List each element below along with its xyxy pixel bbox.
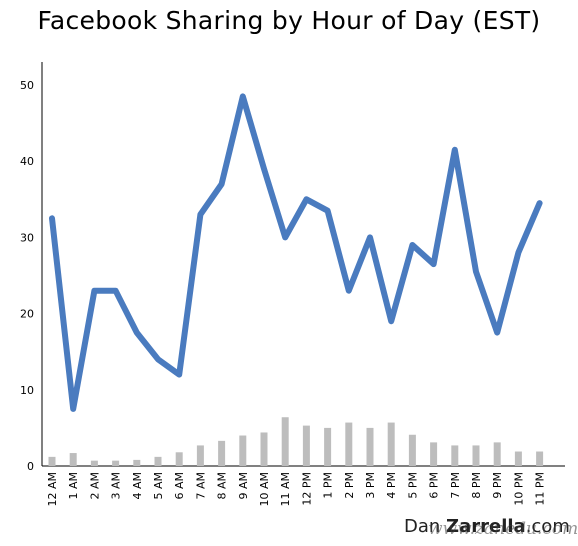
bar-mark (430, 442, 438, 466)
x-tick-label: 10 PM (512, 472, 525, 506)
author-credit: Dan Zarrella.com (404, 516, 570, 537)
x-tick-label: 2 PM (343, 472, 356, 499)
y-tick-label: 50 (20, 79, 34, 92)
x-tick-label: 7 AM (194, 472, 207, 500)
x-tick-label: 12 AM (46, 472, 59, 507)
bar-mark (154, 456, 162, 466)
bar-mark (239, 435, 247, 466)
x-tick-label: 9 PM (491, 472, 504, 499)
bar-mark (302, 425, 310, 466)
bar-mark (472, 445, 480, 466)
y-tick-label: 0 (27, 460, 34, 473)
y-tick-label: 20 (20, 308, 34, 321)
bar-mark (69, 453, 77, 466)
x-tick-label: 6 PM (428, 472, 441, 499)
bar-mark (112, 460, 120, 466)
bar-mark (324, 427, 332, 466)
x-tick-label: 1 AM (67, 472, 80, 500)
chart-title: Facebook Sharing by Hour of Day (EST) (37, 6, 541, 35)
x-tick-label: 11 PM (534, 472, 547, 506)
bar-mark (90, 460, 98, 466)
x-tick-label: 11 AM (279, 472, 292, 507)
y-tick-label: 30 (20, 231, 34, 244)
x-tick-label: 2 AM (88, 472, 101, 500)
bar-mark (175, 452, 183, 466)
bar-mark (218, 440, 226, 466)
x-tick-label: 10 AM (258, 472, 271, 507)
x-tick-label: 4 PM (385, 472, 398, 499)
x-tick-label: 9 AM (237, 472, 250, 500)
bar-mark (408, 434, 416, 466)
bar-mark (133, 459, 141, 466)
x-tick-label: 6 AM (173, 472, 186, 500)
credit-suffix: .com (525, 516, 570, 537)
x-tick-label: 8 AM (216, 472, 229, 500)
bar-mark (196, 445, 204, 466)
bar-mark (536, 451, 544, 466)
x-tick-label: 1 PM (322, 472, 335, 499)
bar-mark (260, 432, 268, 466)
x-tick-label: 5 AM (152, 472, 165, 500)
bar-mark (451, 445, 459, 466)
bar-mark (493, 442, 501, 466)
bar-mark (387, 422, 395, 466)
y-tick-label: 10 (20, 384, 34, 397)
bar-mark (366, 427, 374, 466)
x-tick-label: 4 AM (131, 472, 144, 500)
bar-mark (514, 451, 522, 466)
bar-mark (281, 417, 289, 466)
x-tick-label: 8 PM (470, 472, 483, 499)
x-tick-label: 7 PM (449, 472, 462, 499)
credit-bold: Zarrella (446, 516, 526, 537)
watermark-text: www.zanedu.com (428, 519, 578, 539)
bar-mark (48, 456, 56, 466)
y-tick-label: 40 (20, 155, 34, 168)
x-tick-label: 3 AM (110, 472, 123, 500)
x-tick-label: 5 PM (406, 472, 419, 499)
bar-mark (345, 422, 353, 466)
line-series (49, 93, 543, 412)
x-tick-label: 12 PM (300, 472, 313, 506)
x-tick-label: 3 PM (364, 472, 377, 499)
credit-prefix: Dan (404, 516, 447, 537)
